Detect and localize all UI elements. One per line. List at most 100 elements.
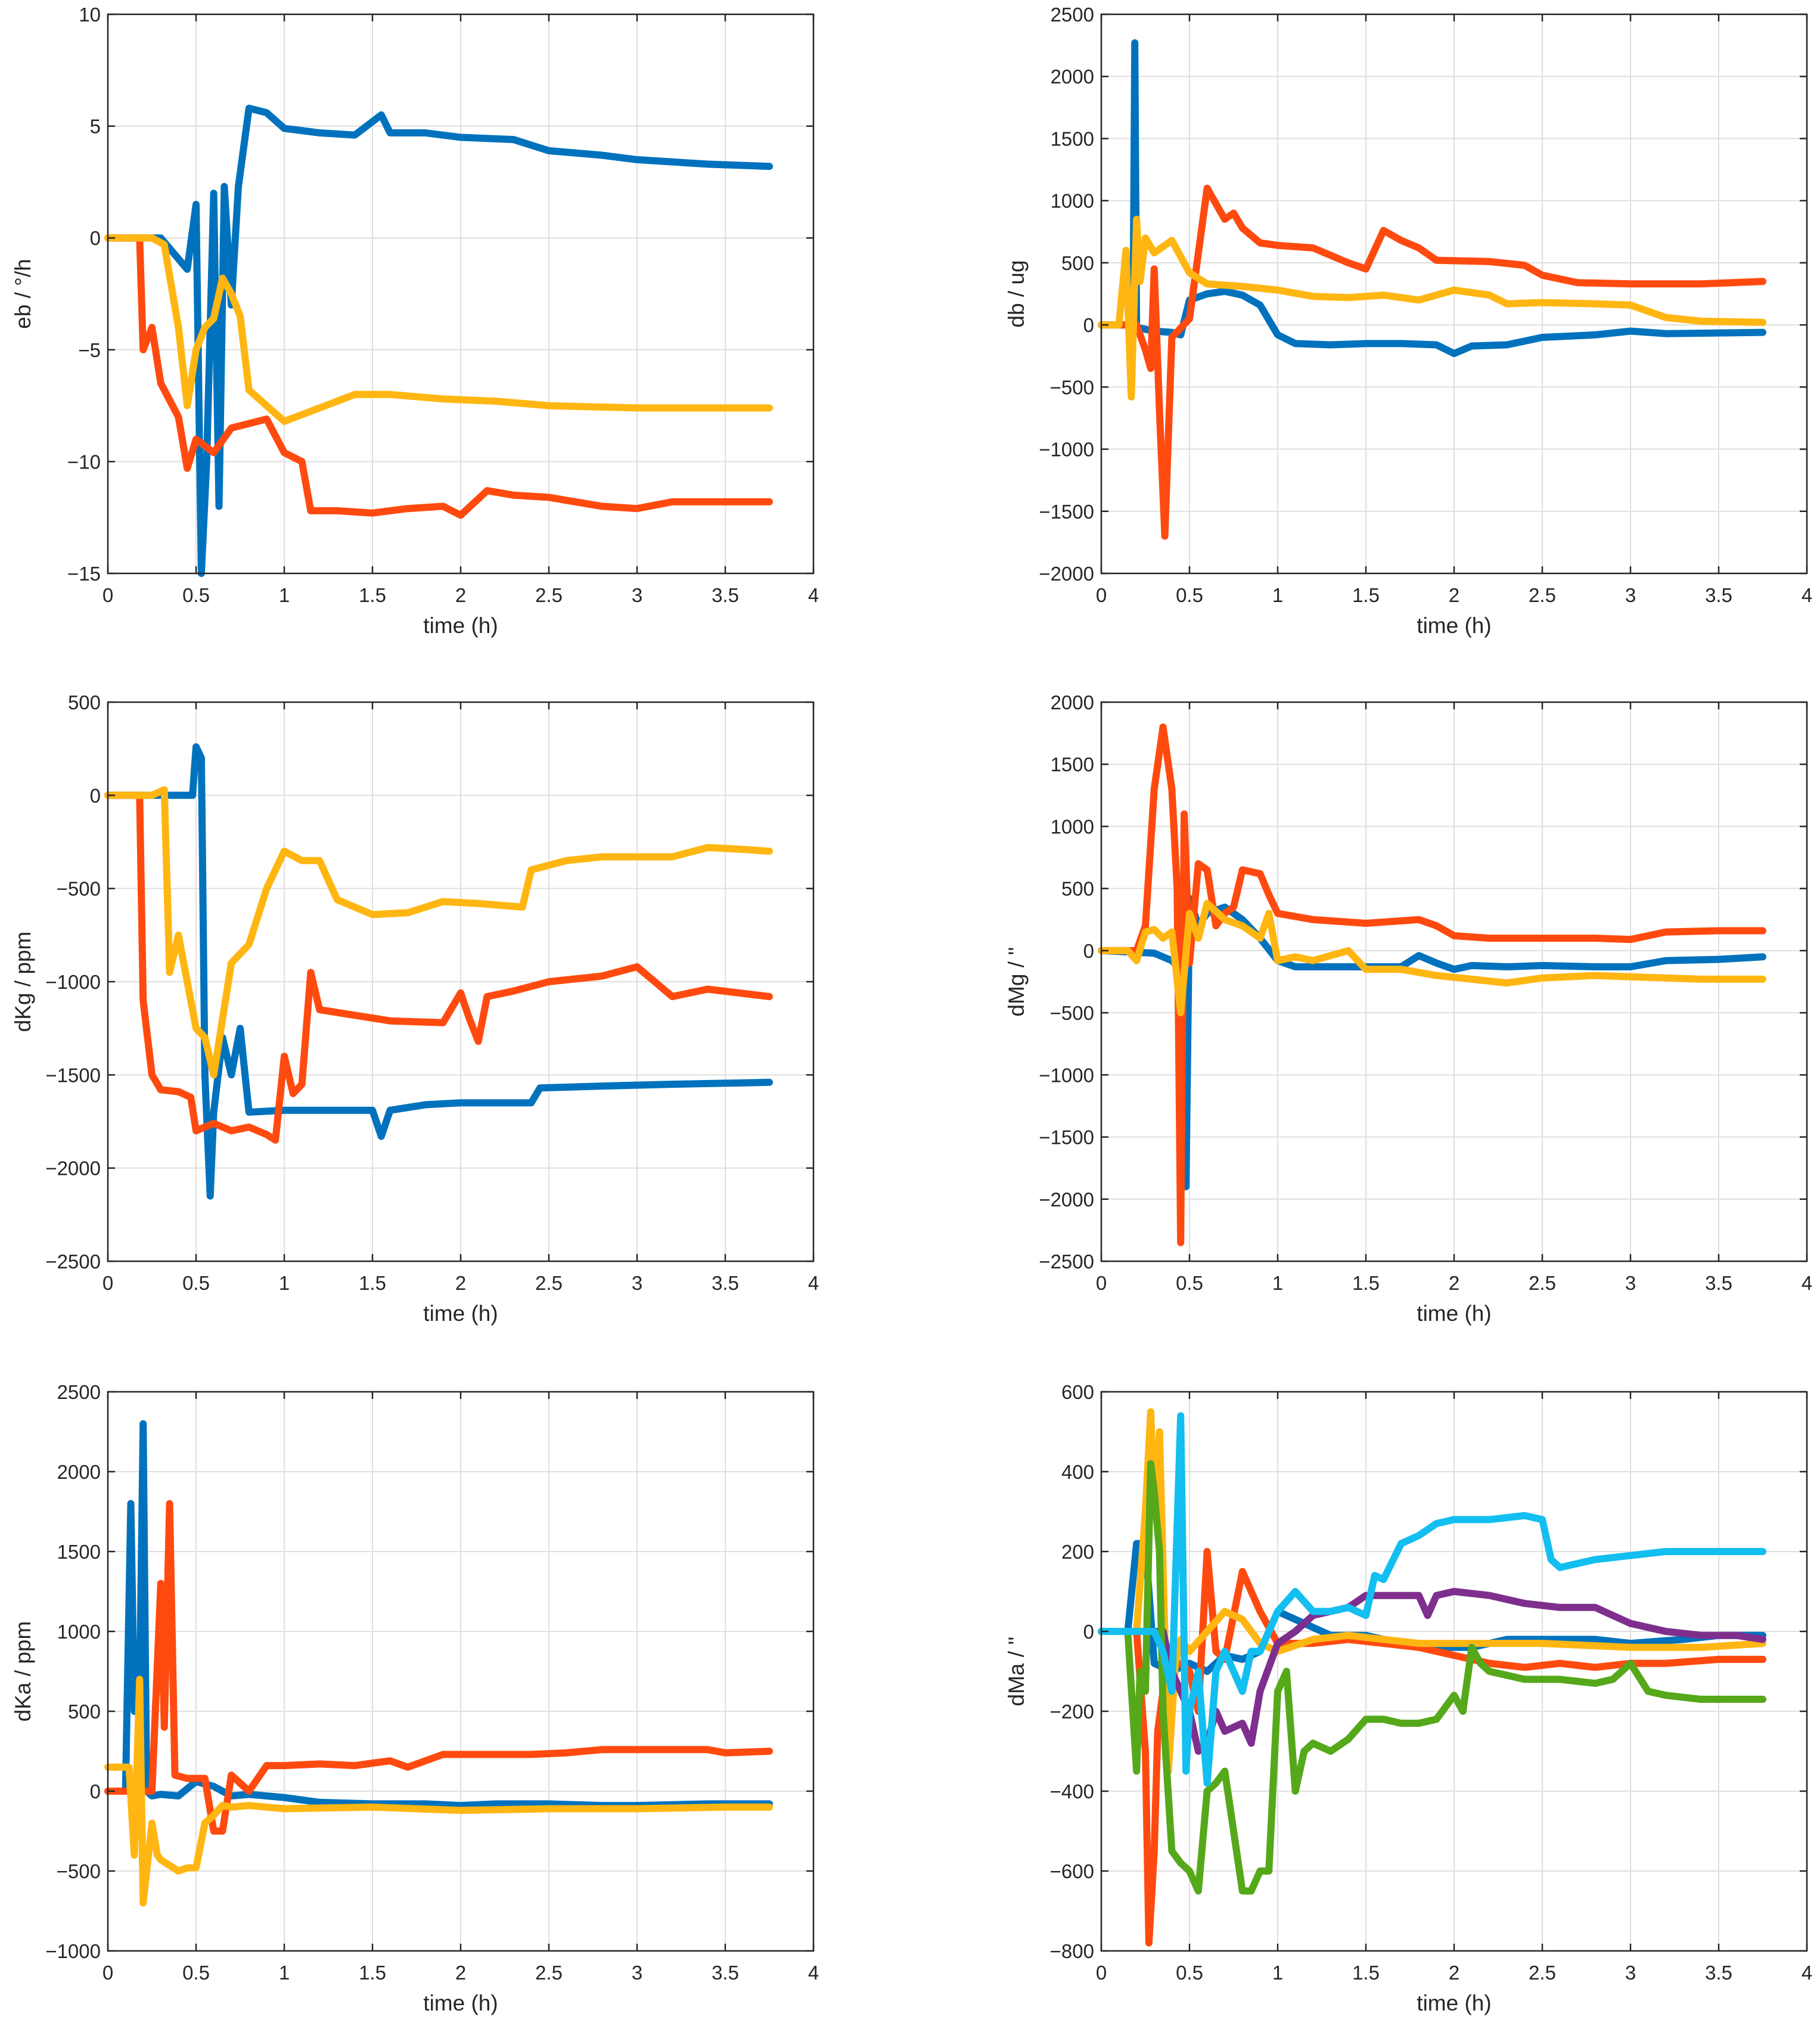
y-tick-label: −10 [67, 451, 101, 473]
x-tick-label: 1.5 [359, 1272, 386, 1294]
series-line-yellow [1098, 215, 1766, 401]
x-tick-label: 2 [1449, 1272, 1459, 1294]
y-tick-label: 1500 [1051, 128, 1094, 150]
x-tick-label: 1.5 [1352, 1962, 1380, 1984]
y-tick-label: −1500 [45, 1064, 101, 1086]
x-tick-label: 3 [1625, 584, 1636, 606]
x-tick-label: 0 [103, 1272, 113, 1294]
y-tick-label: −500 [57, 1860, 101, 1882]
series-line-blue [1098, 895, 1766, 1190]
series-line-yellow [104, 1676, 773, 1907]
x-tick-label: 0 [1096, 1272, 1107, 1294]
x-tick-label: 2.5 [535, 1962, 563, 1984]
x-tick-label: 2.5 [535, 584, 563, 606]
subplot-3: 0 0.5 1 1.5 2 2.5 3 3.5 4 −2500 −2000 −1500 −1000 −50… [11, 691, 819, 1326]
y-tick-label: 10 [79, 4, 101, 26]
y-tick-label: 500 [68, 691, 101, 713]
y-tick-label: 0 [1083, 314, 1094, 336]
series-line-green [1098, 1460, 1766, 1895]
y-tick-label: 2000 [1051, 691, 1094, 713]
subplot-6: 0 0.5 1 1.5 2 2.5 3 3.5 4 −800 −600 −400 −200 0 200 400… [1004, 1381, 1812, 2015]
x-tick-label: 0.5 [1176, 1962, 1203, 1984]
x-tick-label: 4 [1802, 1272, 1812, 1294]
subplot-5: 0 0.5 1 1.5 2 2.5 3 3.5 4 −1000 −500 0 500 1000 1500 20… [11, 1381, 819, 2015]
x-tick-label: 0 [103, 584, 113, 606]
series-line-red [104, 234, 773, 519]
x-tick-label: 3.5 [712, 584, 739, 606]
x-tick-label: 1.5 [359, 1962, 386, 1984]
y-tick-label: 600 [1061, 1381, 1094, 1403]
x-tick-label: 2 [1449, 584, 1459, 606]
x-tick-label: 3.5 [1705, 1272, 1732, 1294]
series-line-blue [104, 743, 773, 1200]
x-tick-label: 3.5 [1705, 1962, 1732, 1984]
y-axis-label: dKa / ppm [11, 1621, 35, 1722]
y-tick-label: −1000 [45, 971, 101, 993]
y-tick-label: −2000 [1039, 1189, 1094, 1211]
x-tick-label: 2.5 [1529, 1962, 1556, 1984]
x-tick-label: 0.5 [182, 1272, 210, 1294]
x-tick-label: 3 [632, 584, 642, 606]
y-tick-label: −2000 [1039, 563, 1094, 585]
x-tick-label: 4 [808, 1962, 819, 1984]
x-tick-label: 4 [1802, 584, 1812, 606]
x-tick-label: 1 [1272, 1962, 1283, 1984]
y-tick-label: −200 [1050, 1701, 1094, 1723]
x-tick-label: 1 [279, 584, 290, 606]
series-line-yellow [104, 234, 773, 425]
x-tick-label: 0.5 [1176, 1272, 1203, 1294]
series-line-cyan [1098, 1412, 1766, 1787]
x-tick-label: 2 [1449, 1962, 1459, 1984]
series-line-red [1098, 184, 1766, 540]
x-axis-label: time (h) [1417, 1991, 1491, 2015]
x-tick-label: 3.5 [712, 1962, 739, 1984]
y-tick-label: −1500 [1039, 501, 1094, 523]
y-tick-label: 2500 [1051, 4, 1094, 26]
x-tick-label: 2 [455, 1272, 466, 1294]
x-tick-label: 2 [455, 1962, 466, 1984]
y-tick-label: 5 [90, 116, 101, 138]
y-tick-label: 0 [1083, 940, 1094, 962]
x-tick-label: 1 [1272, 1272, 1283, 1294]
x-axis-label: time (h) [1417, 613, 1491, 638]
y-tick-label: 2000 [1051, 66, 1094, 88]
x-axis-label: time (h) [423, 1301, 498, 1326]
x-tick-label: 2 [455, 584, 466, 606]
series-line-yellow [1098, 899, 1766, 1017]
x-tick-label: 3.5 [1705, 584, 1732, 606]
x-tick-label: 3 [1625, 1272, 1636, 1294]
x-tick-label: 4 [808, 584, 819, 606]
x-tick-label: 3 [632, 1962, 642, 1984]
y-tick-label: −800 [1050, 1940, 1094, 1962]
x-tick-label: 1.5 [1352, 1272, 1380, 1294]
x-tick-label: 0.5 [182, 1962, 210, 1984]
x-tick-label: 0 [1096, 1962, 1107, 1984]
x-tick-label: 3 [632, 1272, 642, 1294]
y-tick-label: 0 [90, 227, 101, 249]
series-line-yellow [104, 786, 773, 1079]
y-tick-label: 0 [90, 784, 101, 806]
y-tick-label: 0 [1083, 1621, 1094, 1643]
series-line-red [104, 792, 773, 1144]
x-axis-label: time (h) [423, 613, 498, 638]
y-tick-label: −15 [67, 563, 101, 585]
y-tick-label: 500 [68, 1701, 101, 1723]
y-axis-label: db / ug [1004, 260, 1029, 327]
series-line-blue [104, 104, 773, 577]
y-tick-label: 1000 [57, 1621, 101, 1643]
x-tick-label: 2.5 [1529, 584, 1556, 606]
y-axis-label: dMa / '' [1004, 1637, 1029, 1707]
y-tick-label: 1500 [1051, 753, 1094, 775]
y-tick-label: −600 [1050, 1860, 1094, 1882]
y-axis-label: dMg / '' [1004, 947, 1029, 1017]
y-tick-label: 1000 [1051, 190, 1094, 212]
y-tick-label: −500 [1050, 376, 1094, 398]
y-tick-label: −1000 [45, 1940, 101, 1962]
series-line-red [1098, 723, 1766, 1246]
y-tick-label: −1500 [1039, 1127, 1094, 1149]
x-tick-label: 1 [279, 1962, 290, 1984]
x-tick-label: 2.5 [1529, 1272, 1556, 1294]
y-tick-label: 200 [1061, 1541, 1094, 1563]
y-tick-label: 500 [1061, 878, 1094, 900]
y-tick-label: −400 [1050, 1780, 1094, 1802]
